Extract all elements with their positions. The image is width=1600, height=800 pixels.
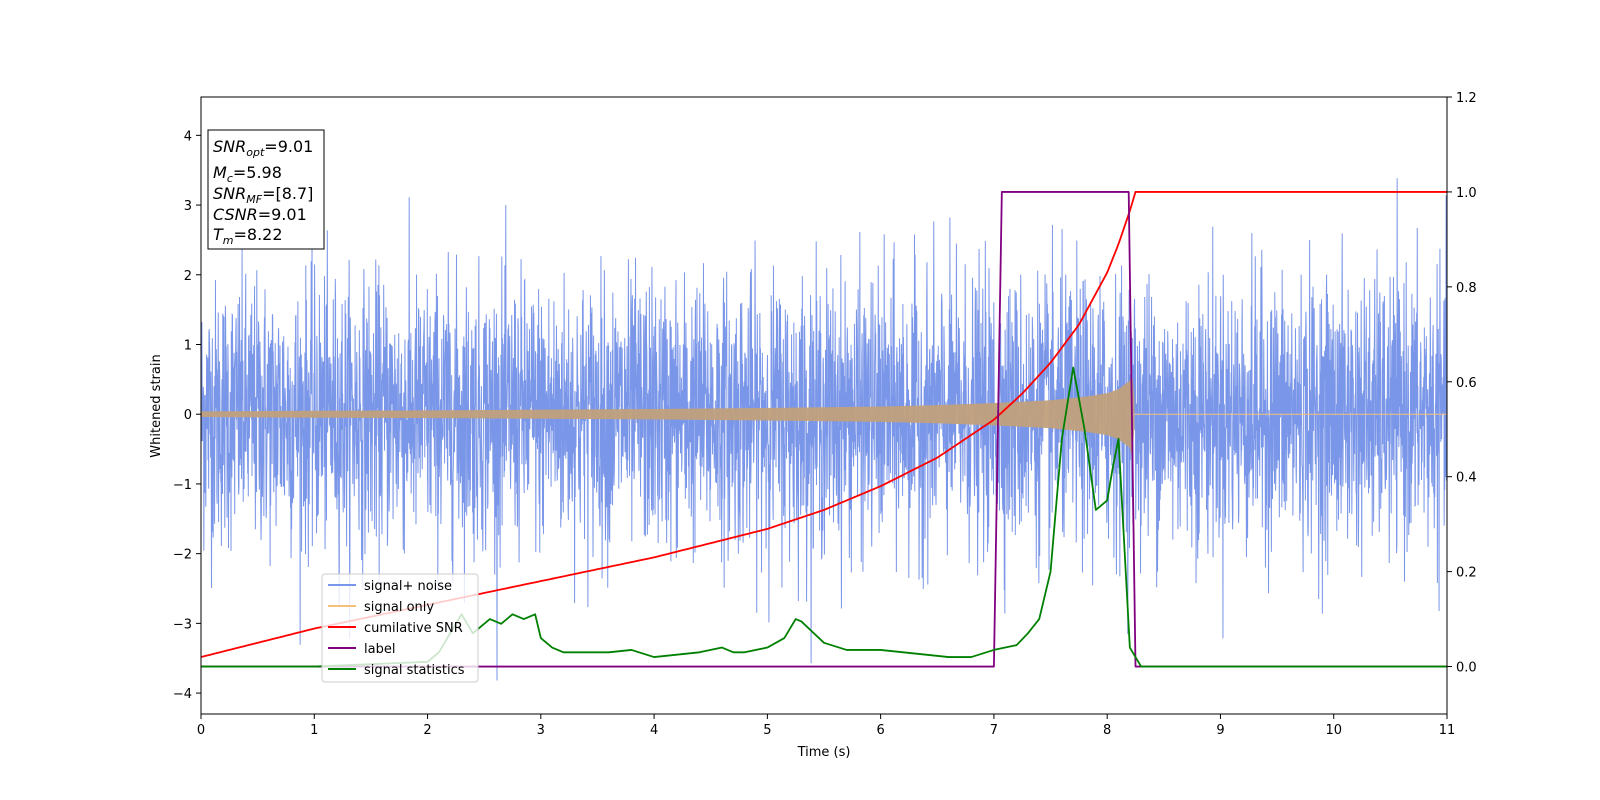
x-tick-label-5: 5 [763, 723, 771, 738]
signal-only-series [201, 374, 1447, 454]
x-tick-label-3: 3 [537, 723, 545, 738]
y2-tick-label-5: 1.0 [1456, 186, 1477, 201]
x-tick-label-9: 9 [1216, 723, 1224, 738]
info-mc: Mc=5.98 [213, 163, 282, 185]
info-snr-opt: SNRopt=9.01 [213, 137, 313, 159]
info-tm: Tm=8.22 [213, 225, 283, 247]
x-tick-label-11: 11 [1439, 723, 1456, 738]
y2-tick-label-4: 0.8 [1456, 281, 1477, 296]
y2-tick-label-3: 0.6 [1456, 376, 1477, 391]
y2-tick-label-1: 0.2 [1456, 566, 1477, 581]
plot-frame [200, 96, 1448, 715]
y-axis-label: Whitened strain [149, 354, 164, 457]
y-tick-label-3: −1 [173, 478, 192, 493]
legend-label-signal-noise: signal+ noise [364, 579, 452, 594]
y2-axis: 0.0 0.2 0.4 0.6 0.8 1.0 1.2 [1447, 91, 1477, 676]
x-tick-label-7: 7 [990, 723, 998, 738]
y-tick-label-5: 1 [184, 338, 192, 353]
y-axis: −4 −3 −2 −1 0 1 2 3 4 [173, 129, 201, 702]
info-box: SNRopt=9.01 Mc=5.98 SNRMF=[8.7] CSNR=9.0… [207, 129, 325, 250]
x-tick-label-6: 6 [876, 723, 884, 738]
y-tick-label-2: −2 [173, 548, 192, 563]
info-snr-mf: SNRMF=[8.7] [213, 184, 313, 206]
y-tick-label-6: 2 [184, 269, 192, 284]
y2-tick-label-2: 0.4 [1456, 471, 1477, 486]
x-tick-label-4: 4 [650, 723, 658, 738]
signal-noise-series [201, 178, 1447, 681]
x-tick-label-1: 1 [310, 723, 318, 738]
x-tick-label-0: 0 [197, 723, 205, 738]
y-tick-label-7: 3 [184, 199, 192, 214]
x-tick-label-8: 8 [1103, 723, 1111, 738]
info-csnr: CSNR=9.01 [213, 205, 307, 224]
y-tick-label-0: −4 [173, 687, 192, 702]
x-axis-label: Time (s) [797, 745, 851, 760]
signal-noise-line [201, 178, 1447, 681]
y2-tick-label-6: 1.2 [1456, 91, 1477, 106]
legend-label-signal-statistics: signal statistics [364, 663, 465, 678]
signal-only-band [201, 374, 1135, 454]
x-tick-label-10: 10 [1325, 723, 1342, 738]
signal-statistics-line [201, 366, 1447, 668]
legend-label-label: label [364, 642, 395, 657]
y-tick-label-1: −3 [173, 617, 192, 632]
y-tick-label-4: 0 [184, 408, 192, 423]
x-axis: 0 1 2 3 4 5 6 7 8 9 10 11 [197, 714, 1455, 738]
legend-label-signal-only: signal only [364, 600, 434, 615]
x-tick-label-2: 2 [423, 723, 431, 738]
y-tick-label-8: 4 [184, 129, 192, 144]
legend: signal+ noise signal only cumilative SNR… [321, 573, 479, 683]
legend-label-cumulative-snr: cumilative SNR [364, 621, 463, 636]
y2-tick-label-0: 0.0 [1456, 661, 1477, 676]
